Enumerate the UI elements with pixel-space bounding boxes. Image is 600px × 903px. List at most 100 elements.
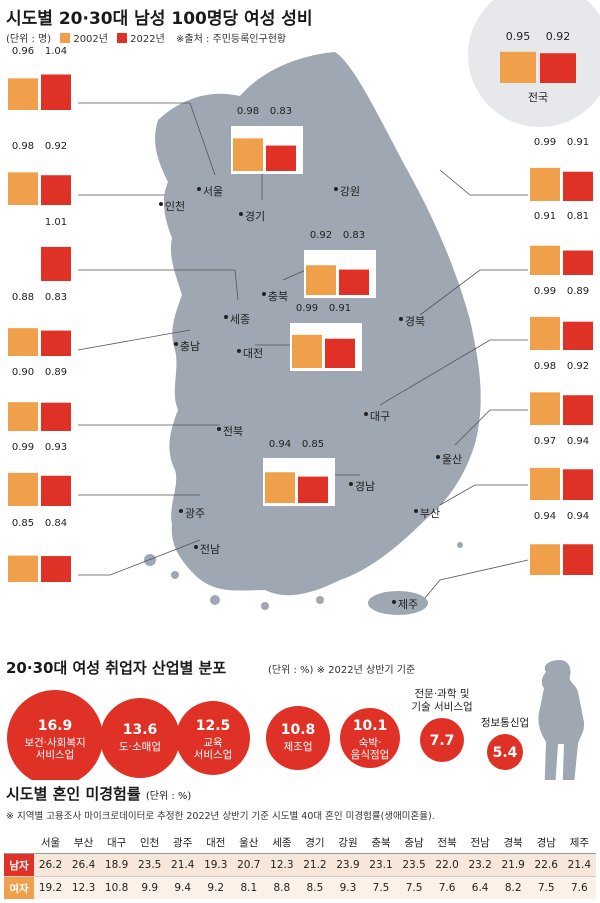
value-label-2002: 0.94 <box>269 439 291 450</box>
industry-title: 20·30대 여성 취업자 산업별 분포 <box>6 659 227 677</box>
table-cell: 21.4 <box>562 853 596 877</box>
region-name-label: 서울 <box>202 185 224 198</box>
region-name-label: 충북 <box>267 290 289 303</box>
bubble-label: 교육 <box>203 737 223 749</box>
value-label-2022: 0.83 <box>45 292 67 303</box>
region-dot <box>262 292 266 296</box>
region-bar-panel: 0.96 1.04 <box>6 46 216 176</box>
region-name-label: 제주 <box>397 598 419 611</box>
table-cell: 7.5 <box>537 882 555 894</box>
bar-2002 <box>530 467 560 500</box>
table-cell: 7.6 <box>438 882 456 894</box>
region-dot <box>159 202 163 206</box>
bar-2022 <box>563 250 593 275</box>
value-label-2002: 0.99 <box>534 137 556 148</box>
table-cell: 21.4 <box>166 853 200 877</box>
leader-line <box>424 559 529 599</box>
marriage-note: ※ 지역별 고용조사 마이크로데이터로 추정한 2022년 상반기 기준 시도별… <box>6 811 435 822</box>
bubble-label: 서비스업 <box>194 748 233 761</box>
region-dot <box>364 412 368 416</box>
region-dot <box>174 342 178 346</box>
bar-2002 <box>265 472 295 503</box>
sex-ratio-map-chart: 0.96 1.040.98 0.921.010.88 0.830.90 0.890.99… <box>6 0 600 615</box>
bubble-circle <box>420 718 464 762</box>
value-label-2022: 0.81 <box>567 211 589 222</box>
region-bar-panel: 0.97 0.94 <box>439 436 593 506</box>
bar-2002 <box>530 245 560 275</box>
unit-label: (단위 : 명) <box>6 34 52 45</box>
table-cell: 18.9 <box>100 853 134 877</box>
table-cell: 23.2 <box>463 853 497 877</box>
region-bar-panel: 0.85 0.84 <box>6 518 201 585</box>
value-label-2022: 0.94 <box>567 436 589 447</box>
table-cell: 6.4 <box>471 882 489 894</box>
bubble-circle <box>266 706 330 770</box>
bubble-value: 5.4 <box>493 745 518 761</box>
value-label-2022: 0.92 <box>567 361 589 372</box>
table-cell: 9.4 <box>174 882 192 894</box>
column-header: 전북 <box>430 831 464 854</box>
table-cell: 23.5 <box>397 853 431 877</box>
bar-2022 <box>266 145 296 171</box>
leader-line <box>78 269 239 301</box>
table-cell: 19.2 <box>38 882 63 894</box>
region-dot <box>179 509 183 513</box>
region-bar-panel: 0.98 0.83 <box>231 106 303 200</box>
column-header: 세종 <box>265 831 299 854</box>
bar-2002 <box>8 402 38 431</box>
column-header: 울산 <box>232 831 266 854</box>
bubble-label: 전문·과학 및 <box>415 688 470 700</box>
value-label-2002: 0.91 <box>534 211 556 222</box>
bar-2002 <box>8 78 38 110</box>
legend-swatch-2002 <box>60 33 71 43</box>
column-header: 서울 <box>34 831 68 854</box>
bar-2002 <box>530 392 560 425</box>
row-label-female: 여자 <box>4 876 34 899</box>
bar-2022 <box>563 469 593 500</box>
leader-line <box>78 539 201 576</box>
table-cell: 8.5 <box>306 882 324 894</box>
table-cell: 8.1 <box>240 882 258 894</box>
value-label-2022: 0.91 <box>329 303 351 314</box>
region-dot <box>399 317 403 321</box>
table-row-male: 남자 26.2 26.4 18.9 23.5 21.4 19.3 20.7 12.3 21.2 23… <box>4 853 596 877</box>
leader-line <box>379 339 528 406</box>
column-header: 경남 <box>529 831 563 854</box>
source-label: ※출처 : 주민등록인구현황 <box>176 34 287 45</box>
national-label: 전국 <box>528 91 548 104</box>
bar-2002 <box>8 555 38 582</box>
industry-unit-note: (단위 : %) ※ 2022년 상반기 기준 <box>268 661 415 676</box>
industry-unit: (단위 : %) <box>268 665 314 676</box>
value-label-2022: 0.85 <box>302 439 324 450</box>
table-cell: 26.4 <box>67 853 101 877</box>
region-bar-panel: 0.94 0.85 <box>263 439 360 506</box>
bubble-label: 서비스업 <box>36 748 75 761</box>
bubble-circle <box>7 690 103 780</box>
marriage-table: 서울 부산 대구 인천 광주 대전 울산 세종 경기 강원 충북 충남 전북 전남 경북 경남 제주 남자 26.… <box>4 831 596 899</box>
bubble-circle <box>176 701 250 775</box>
region-name-label: 충남 <box>179 340 201 353</box>
bubble-value: 10.1 <box>353 718 388 734</box>
region-name-label: 경북 <box>404 315 426 328</box>
region-name-label: 대구 <box>369 410 391 423</box>
value-label-2022: 0.89 <box>567 286 589 297</box>
leader-line <box>454 409 528 446</box>
legend-2022: 2022년 <box>130 34 165 45</box>
region-dot <box>194 545 198 549</box>
bubble-value: 16.9 <box>38 718 73 734</box>
marriage-unit: (단위 : %) <box>145 791 192 802</box>
table-cell: 20.7 <box>232 853 266 877</box>
region-dot <box>217 427 221 431</box>
region-name-label: 경기 <box>244 210 266 223</box>
table-cell: 21.9 <box>496 853 530 877</box>
column-header: 인천 <box>133 831 167 854</box>
column-header: 강원 <box>331 831 365 854</box>
region-dot <box>237 349 241 353</box>
region-name-label: 인천 <box>164 200 186 213</box>
bubble-label: 제조업 <box>284 740 313 753</box>
island-shape <box>171 571 179 579</box>
industry-bubble: 5.4 정보통신업 <box>481 716 529 770</box>
table-cell: 9.3 <box>339 882 357 894</box>
bar-2022 <box>325 338 355 368</box>
region-dot <box>239 212 243 216</box>
